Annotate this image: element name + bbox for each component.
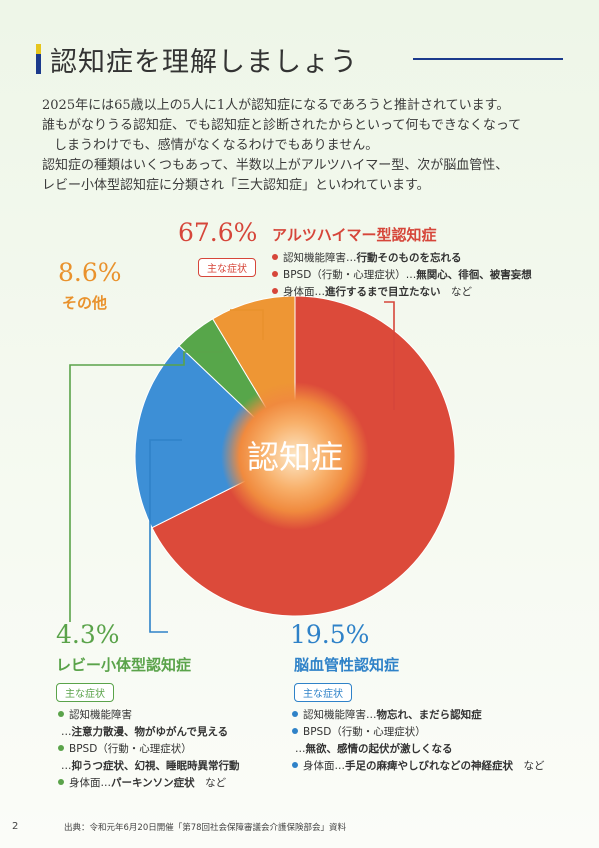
page-title: 認知症を理解しましょう bbox=[50, 47, 358, 78]
symptom-detail: 手足の麻痺やしびれなどの神経症状 bbox=[345, 760, 513, 772]
lewy-badge: 主な症状 bbox=[56, 683, 114, 702]
vascular-percent: 19.5% bbox=[290, 620, 370, 649]
symptom-tail: など bbox=[513, 760, 545, 772]
symptom-item: 認知機能障害…物忘れ、まだら認知症 bbox=[292, 707, 545, 724]
intro-text: 2025年には65歳以上の5人に1人が認知症になるであろうと推計されています。 … bbox=[42, 96, 562, 196]
symptom-label: BPSD（行動・心理症状）… bbox=[283, 269, 417, 281]
symptom-item: …注意力散漫、物がゆがんで見える bbox=[58, 724, 240, 741]
symptom-detail: 抑うつ症状、幻視、睡眠時異常行動 bbox=[71, 760, 240, 772]
lewy-name: レビー小体型認知症 bbox=[56, 656, 192, 674]
vascular-symptoms: 認知機能障害…物忘れ、まだら認知症 BPSD（行動・心理症状） …無欲、感情の起… bbox=[292, 707, 545, 775]
alzheimer-badge: 主な症状 bbox=[198, 258, 256, 277]
alzheimer-percent: 67.6% bbox=[178, 218, 258, 247]
lewy-percent: 4.3% bbox=[56, 620, 120, 649]
symptom-tail: など bbox=[440, 286, 472, 298]
symptom-detail: 物忘れ、まだら認知症 bbox=[376, 709, 482, 721]
vascular-name: 脳血管性認知症 bbox=[294, 656, 400, 674]
leader-line-other bbox=[230, 309, 264, 340]
symptom-label: 認知機能障害 bbox=[69, 709, 132, 721]
source-note: 出典：令和元年6月20日開催「第78回社会保障審議会介護保険部会」資料 bbox=[64, 823, 347, 833]
bullet-dot bbox=[272, 288, 278, 294]
symptom-detail: 無関心、徘徊、被害妄想 bbox=[416, 269, 532, 281]
page-number: 2 bbox=[12, 821, 19, 832]
symptom-label: BPSD（行動・心理症状） bbox=[69, 743, 192, 755]
symptom-item: …無欲、感情の起伏が激しくなる bbox=[292, 741, 545, 758]
symptom-label: … bbox=[61, 726, 72, 738]
title-rule bbox=[413, 58, 563, 60]
bullet-dot bbox=[58, 711, 64, 717]
symptom-item: BPSD（行動・心理症状） bbox=[292, 724, 545, 741]
symptom-item: 身体面…パーキンソン症状 など bbox=[58, 775, 240, 792]
leader-line-vascular bbox=[149, 439, 182, 633]
bullet-dot bbox=[58, 745, 64, 751]
bullet-dot bbox=[292, 711, 298, 717]
bullet-dot bbox=[272, 271, 278, 277]
vascular-badge: 主な症状 bbox=[294, 683, 352, 702]
symptom-detail: 行動そのものを忘れる bbox=[356, 252, 462, 264]
pie-slice-1 bbox=[134, 345, 296, 529]
lewy-symptoms: 認知機能障害 …注意力散漫、物がゆがんで見える BPSD（行動・心理症状） …抑… bbox=[58, 707, 240, 792]
intro-line: 2025年には65歳以上の5人に1人が認知症になるであろうと推計されています。 bbox=[42, 98, 510, 113]
leader-line-alzheimer bbox=[384, 301, 395, 410]
symptom-item: 身体面…進行するまで目立たない など bbox=[272, 284, 532, 301]
intro-line: 認知症の種類はいくつもあって、半数以上がアルツハイマー型、次が脳血管性、 bbox=[42, 158, 509, 173]
alzheimer-symptoms: 認知機能障害…行動そのものを忘れる BPSD（行動・心理症状）…無関心、徘徊、被… bbox=[272, 250, 532, 301]
symptom-label: … bbox=[295, 743, 306, 755]
symptom-tail: など bbox=[194, 777, 227, 789]
other-name: その他 bbox=[62, 294, 108, 312]
intro-line: しまうわけでも、感情がなくなるわけでもありません。 bbox=[54, 138, 379, 153]
symptom-detail: 進行するまで目立たない bbox=[325, 286, 441, 298]
symptom-label: 身体面… bbox=[69, 777, 111, 789]
bullet-dot bbox=[272, 254, 278, 260]
title-accent-bar bbox=[36, 44, 41, 74]
symptom-item: BPSD（行動・心理症状）…無関心、徘徊、被害妄想 bbox=[272, 267, 532, 284]
intro-line: レビー小体型認知症に分類され「三大認知症」といわれています。 bbox=[42, 178, 430, 193]
symptom-detail: 注意力散漫、物がゆがんで見える bbox=[71, 726, 229, 738]
symptom-detail: パーキンソン症状 bbox=[111, 777, 195, 789]
center-glow bbox=[221, 382, 369, 530]
symptom-label: … bbox=[61, 760, 72, 772]
other-percent: 8.6% bbox=[58, 258, 122, 287]
symptom-item: 認知機能障害 bbox=[58, 707, 240, 724]
symptom-detail: 無欲、感情の起伏が激しくなる bbox=[305, 743, 453, 755]
intro-line: 誰もがなりうる認知症、でも認知症と診断されたからといって何もできなくなって bbox=[42, 118, 522, 133]
bullet-dot bbox=[292, 728, 298, 734]
title-accent-bar-yellow bbox=[36, 44, 41, 54]
symptom-item: …抑うつ症状、幻視、睡眠時異常行動 bbox=[58, 758, 240, 775]
symptom-label: 身体面… bbox=[303, 760, 345, 772]
symptom-item: BPSD（行動・心理症状） bbox=[58, 741, 240, 758]
bullet-dot bbox=[58, 779, 64, 785]
symptom-label: 身体面… bbox=[283, 286, 325, 298]
symptom-item: 認知機能障害…行動そのものを忘れる bbox=[272, 250, 532, 267]
symptom-label: 認知機能障害… bbox=[303, 709, 377, 721]
center-label: 認知症 bbox=[247, 438, 343, 476]
symptom-item: 身体面…手足の麻痺やしびれなどの神経症状 など bbox=[292, 758, 545, 775]
alzheimer-name: アルツハイマー型認知症 bbox=[272, 226, 437, 244]
symptom-label: BPSD（行動・心理症状） bbox=[303, 726, 426, 738]
leader-line-lewy bbox=[69, 346, 223, 622]
symptom-label: 認知機能障害… bbox=[283, 252, 357, 264]
bullet-dot bbox=[292, 762, 298, 768]
